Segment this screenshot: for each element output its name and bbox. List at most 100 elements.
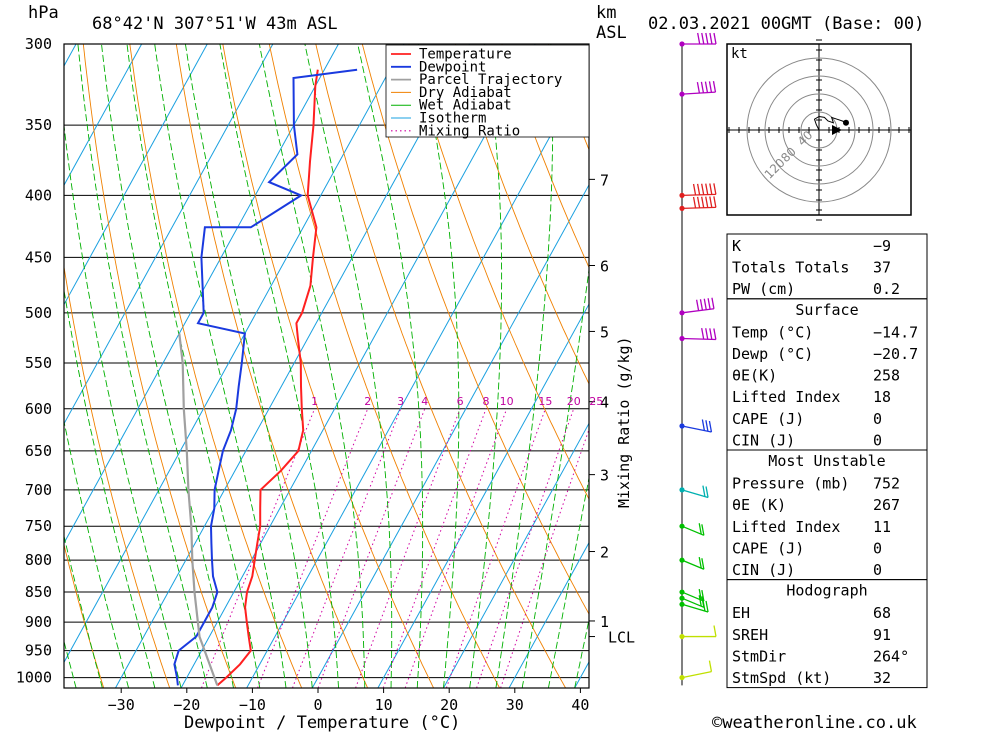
wind-barb-feather — [698, 595, 702, 607]
mixing-ratio-label: 25 — [589, 395, 603, 408]
table-row-label: CIN (J) — [732, 561, 795, 579]
mixing-ratio-labels: 1 2 3 4 6 8 10 15 20 25 — [311, 395, 603, 408]
isotherm-line — [246, 64, 589, 688]
wind-barb-feather — [701, 183, 705, 195]
isotherm-line — [64, 44, 274, 425]
pressure-tick-label: 300 — [25, 35, 52, 53]
wind-barb-feather — [701, 524, 705, 536]
wind-barb-feather — [701, 196, 705, 208]
dry-adiabat-line — [82, 44, 237, 688]
wind-level-dot — [679, 674, 685, 681]
wind-level-dot — [679, 633, 685, 640]
wind-barb-staff — [681, 603, 709, 613]
legend-entry: Parcel Trajectory — [419, 72, 562, 88]
dry-adiabat-line — [501, 44, 589, 269]
wind-barb-feather — [713, 328, 717, 340]
table-row-value: 0 — [873, 539, 882, 557]
table-row-value: 0 — [873, 431, 882, 449]
wind-barb-feather — [712, 80, 717, 93]
wind-level-dot — [679, 487, 685, 493]
altitude-tick-label: 7 — [600, 171, 609, 189]
wind-barb-feather — [709, 32, 713, 45]
mixing-ratio-line — [476, 408, 575, 688]
wind-barb-feather — [711, 297, 715, 309]
wind-barb-staff — [681, 337, 716, 341]
wind-barb — [679, 183, 717, 198]
mixing-ratio-label: 1 — [311, 395, 318, 408]
wind-barb-feather — [701, 32, 705, 45]
wind-barb-feather — [698, 588, 702, 601]
isotherm-line — [311, 183, 589, 688]
table-row-value: −14.7 — [873, 323, 918, 341]
wet-adiabat-line — [126, 44, 261, 688]
table-row-label: θE (K) — [732, 496, 786, 514]
table-row-label: PW (cm) — [732, 280, 795, 298]
x-tick-label: −10 — [239, 696, 266, 714]
pressure-tick-label: 950 — [25, 642, 52, 660]
wet-adiabat-line — [574, 617, 589, 688]
legend-entry: Dry Adiabat — [419, 85, 512, 101]
isotherm-line — [508, 541, 589, 688]
wind-level-dot — [679, 589, 685, 595]
wind-barb-feather — [701, 590, 705, 602]
wet-adiabat-line — [521, 266, 589, 688]
wind-barb — [679, 196, 717, 211]
table-row-label: K — [732, 237, 741, 255]
wind-barb-staff — [681, 425, 712, 433]
table-row-value: 258 — [873, 367, 900, 385]
table-row-value: 32 — [873, 669, 891, 687]
table-row-label: CIN (J) — [732, 431, 795, 449]
location-title: 68°42'N 307°51'W 43m ASL — [92, 14, 338, 34]
wind-barb-feather — [713, 183, 717, 195]
hodograph-ring — [782, 93, 856, 167]
pressure-tick-label: 700 — [25, 481, 52, 499]
wind-level-dot — [679, 557, 685, 563]
mixing-ratio-label: 4 — [421, 395, 428, 408]
dry-adiabat-line — [64, 264, 171, 688]
legend-entry: Dewpoint — [419, 59, 486, 75]
wind-barb — [679, 32, 717, 47]
altitude-tick-label: 3 — [600, 467, 609, 485]
wind-barb-feather — [696, 183, 701, 195]
wind-barb-feather — [701, 558, 705, 570]
wet-adiabat-line — [469, 44, 503, 688]
table-section-frame — [726, 579, 928, 689]
wind-barb — [679, 599, 709, 613]
dry-adiabat-line — [915, 35, 1000, 688]
wind-barb-feather — [709, 183, 713, 195]
wind-barb-feather — [696, 81, 701, 94]
pressure-tick-label: 1000 — [16, 669, 52, 687]
wind-barb-feather — [699, 299, 704, 311]
wind-barb-staff — [681, 206, 716, 210]
table-row-label: StmSpd (kt) — [732, 669, 831, 687]
x-tick-label: 40 — [571, 696, 589, 714]
isotherm-line — [64, 44, 405, 664]
wind-level-dot — [679, 595, 685, 601]
wind-barb-feather — [705, 486, 709, 498]
isotherm-line — [64, 44, 339, 545]
plot-frame — [63, 43, 590, 689]
wind-barb-feather — [713, 32, 717, 45]
mixing-ratio-label: 10 — [500, 395, 514, 408]
pressure-tick-label: 600 — [25, 400, 52, 418]
x-tick-label: 10 — [375, 696, 393, 714]
pressure-tick-label: 400 — [25, 186, 52, 204]
wind-barb — [679, 297, 715, 316]
altitude-tick-label: 4 — [600, 394, 609, 412]
wind-barb — [679, 625, 717, 640]
wind-barb-feather — [709, 328, 713, 340]
wind-level-dot — [679, 310, 685, 316]
wind-barb-feather — [705, 420, 709, 432]
wet-adiabat-line — [64, 419, 130, 688]
wet-adiabat-line — [154, 44, 287, 688]
wind-level-dot — [679, 91, 685, 97]
wind-barb-feather — [695, 299, 700, 311]
wet-adiabat-line — [64, 122, 182, 688]
wind-barb-feather — [701, 419, 706, 431]
table-row-value: 752 — [873, 475, 900, 493]
wind-barb-feather — [713, 196, 717, 208]
wet-adiabat-line — [77, 44, 208, 688]
